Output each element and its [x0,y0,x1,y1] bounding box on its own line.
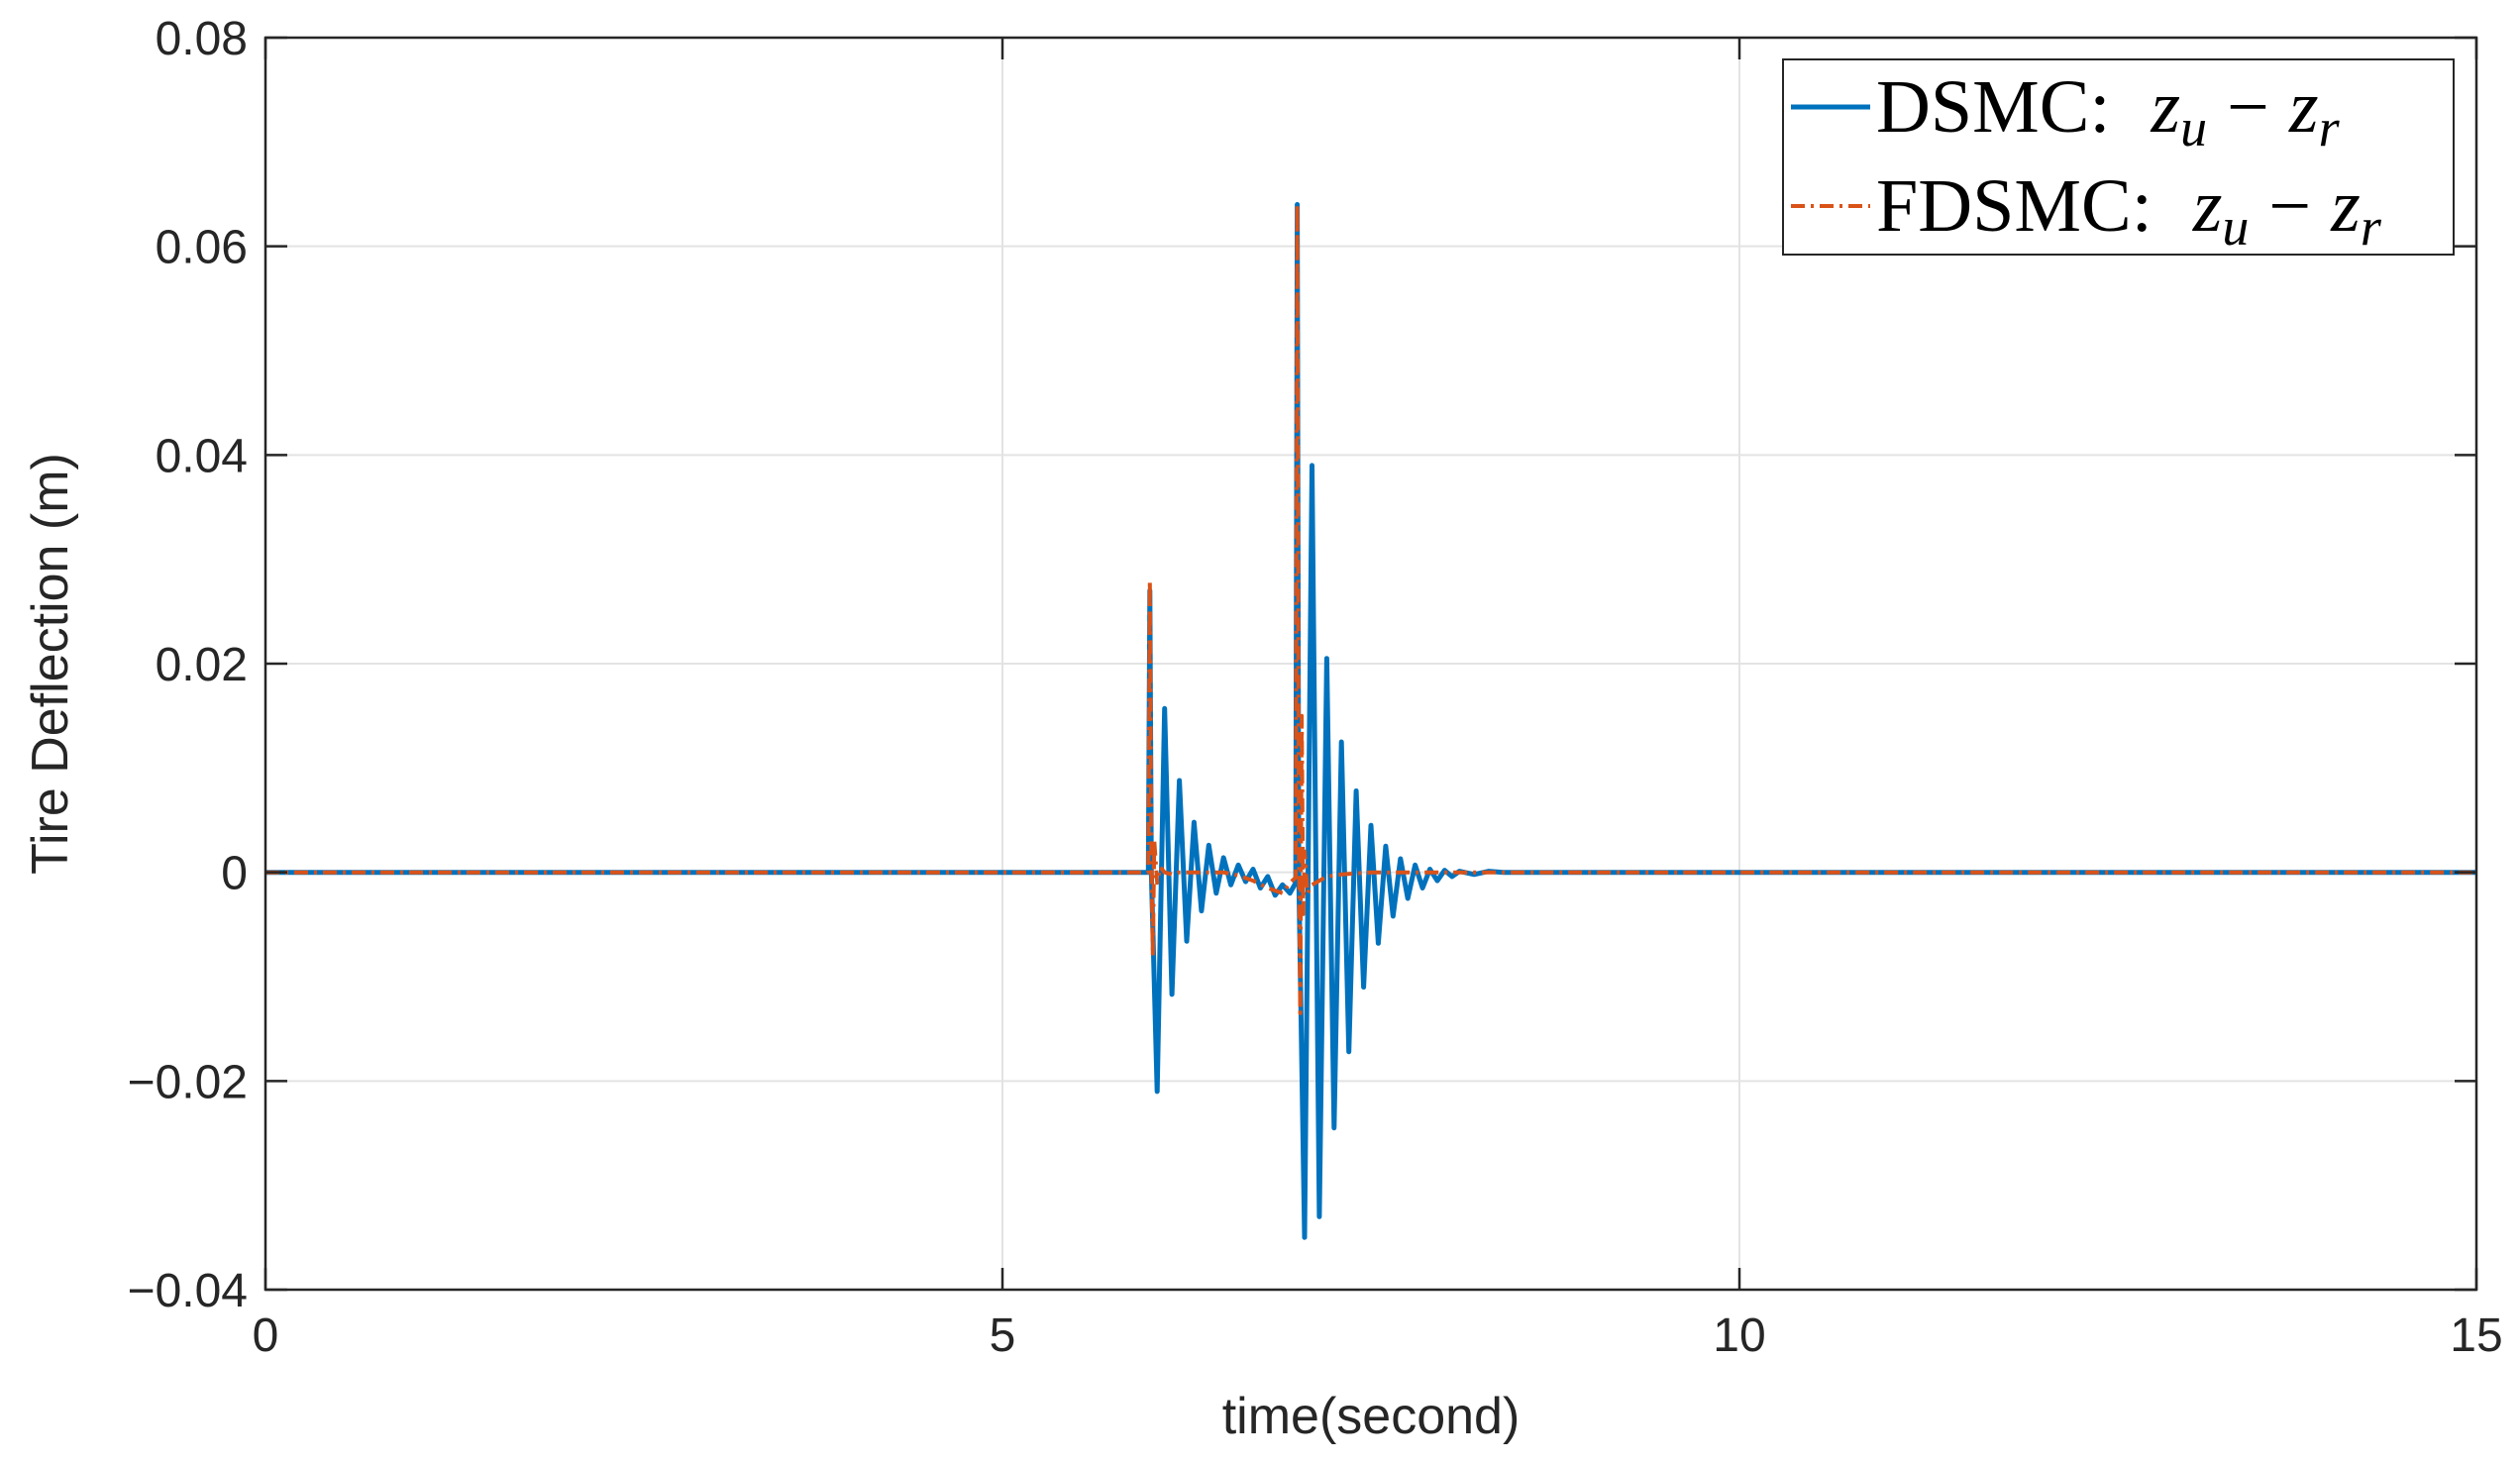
legend-math-dsmc: zu − zr [2151,65,2341,157]
y-tick-label: 0.02 [156,639,248,691]
y-tick-label: 0.08 [156,13,248,65]
y-axis-label: Tire Deflection (m) [22,453,79,875]
y-tick-label: 0.04 [156,430,248,482]
y-tick-label: −0.04 [128,1265,248,1317]
x-tick-label: 15 [2450,1309,2502,1362]
legend-label-dsmc: DSMC: [1876,65,2111,149]
x-tick-label: 10 [1713,1309,1765,1362]
x-tick-label: 0 [253,1309,279,1362]
legend-label-fdsmc: FDSMC: [1876,164,2152,248]
x-tick-label: 5 [990,1309,1016,1362]
y-tick-label: 0 [221,848,248,900]
legend: DSMC: zu − zr FDSMC: zu − zr [1783,59,2454,257]
legend-entry-fdsmc: FDSMC: zu − zr [1876,164,2382,257]
y-tick-label: 0.06 [156,222,248,274]
x-axis-label: time(second) [1222,1388,1521,1445]
legend-math-fdsmc: zu − zr [2192,164,2382,257]
y-tick-label: −0.02 [128,1056,248,1108]
